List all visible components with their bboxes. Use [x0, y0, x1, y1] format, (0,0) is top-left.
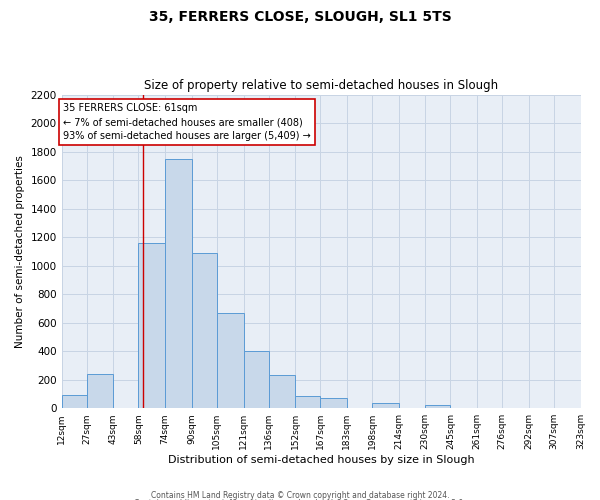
Text: Contains public sector information licensed under the Open Government Licence v3: Contains public sector information licen…	[134, 499, 466, 500]
Bar	[372, 403, 398, 408]
Bar	[217, 312, 244, 408]
Title: Size of property relative to semi-detached houses in Slough: Size of property relative to semi-detach…	[144, 79, 498, 92]
Bar	[139, 243, 165, 408]
Bar	[62, 396, 86, 408]
Bar	[295, 396, 320, 408]
X-axis label: Distribution of semi-detached houses by size in Slough: Distribution of semi-detached houses by …	[168, 455, 475, 465]
Bar	[269, 376, 295, 408]
Text: 35 FERRERS CLOSE: 61sqm
← 7% of semi-detached houses are smaller (408)
93% of se: 35 FERRERS CLOSE: 61sqm ← 7% of semi-det…	[64, 103, 311, 141]
Bar	[165, 158, 192, 408]
Bar	[320, 398, 347, 408]
Bar	[192, 253, 217, 408]
Bar	[425, 406, 451, 408]
Bar	[86, 374, 113, 408]
Text: Contains HM Land Registry data © Crown copyright and database right 2024.: Contains HM Land Registry data © Crown c…	[151, 490, 449, 500]
Text: 35, FERRERS CLOSE, SLOUGH, SL1 5TS: 35, FERRERS CLOSE, SLOUGH, SL1 5TS	[149, 10, 451, 24]
Bar	[244, 351, 269, 408]
Y-axis label: Number of semi-detached properties: Number of semi-detached properties	[15, 155, 25, 348]
